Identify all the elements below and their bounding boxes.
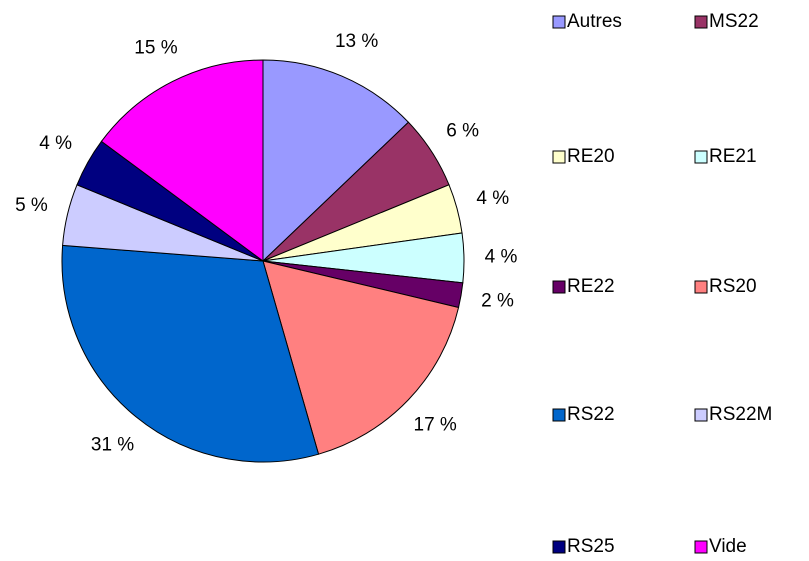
legend-label: RE20 bbox=[567, 146, 615, 167]
legend-label: RS22M bbox=[709, 404, 772, 425]
pie-slice bbox=[262, 260, 460, 455]
legend-swatch bbox=[694, 280, 708, 294]
data-label: 5 % bbox=[15, 195, 48, 216]
legend-label: Vide bbox=[709, 536, 747, 557]
data-label: 6 % bbox=[446, 120, 479, 141]
legend-label: RS22 bbox=[567, 404, 615, 425]
legend-swatch bbox=[694, 150, 708, 164]
data-label: 13 % bbox=[335, 31, 378, 52]
data-label: 2 % bbox=[481, 291, 514, 312]
data-label: 4 % bbox=[39, 133, 72, 154]
legend-swatch bbox=[694, 540, 708, 554]
legend-swatch bbox=[694, 408, 708, 422]
data-label: 4 % bbox=[485, 246, 518, 267]
legend-swatch bbox=[552, 408, 566, 422]
data-label: 17 % bbox=[414, 414, 457, 435]
legend-swatch bbox=[552, 540, 566, 554]
legend-label: MS22 bbox=[709, 11, 759, 32]
legend-swatch bbox=[552, 150, 566, 164]
data-label: 4 % bbox=[476, 188, 509, 209]
pie-slice bbox=[262, 59, 410, 263]
legend-label: RE22 bbox=[567, 276, 615, 297]
pie-slice bbox=[100, 59, 264, 262]
data-label: 31 % bbox=[91, 434, 134, 455]
data-label: 15 % bbox=[134, 37, 177, 58]
pie-slice bbox=[61, 244, 320, 463]
legend-swatch bbox=[694, 15, 708, 29]
legend-label: RE21 bbox=[709, 146, 757, 167]
legend-label: Autres bbox=[567, 11, 622, 32]
legend-label: RS25 bbox=[567, 536, 615, 557]
legend-swatch bbox=[552, 15, 566, 29]
legend-swatch bbox=[552, 280, 566, 294]
legend-label: RS20 bbox=[709, 276, 757, 297]
